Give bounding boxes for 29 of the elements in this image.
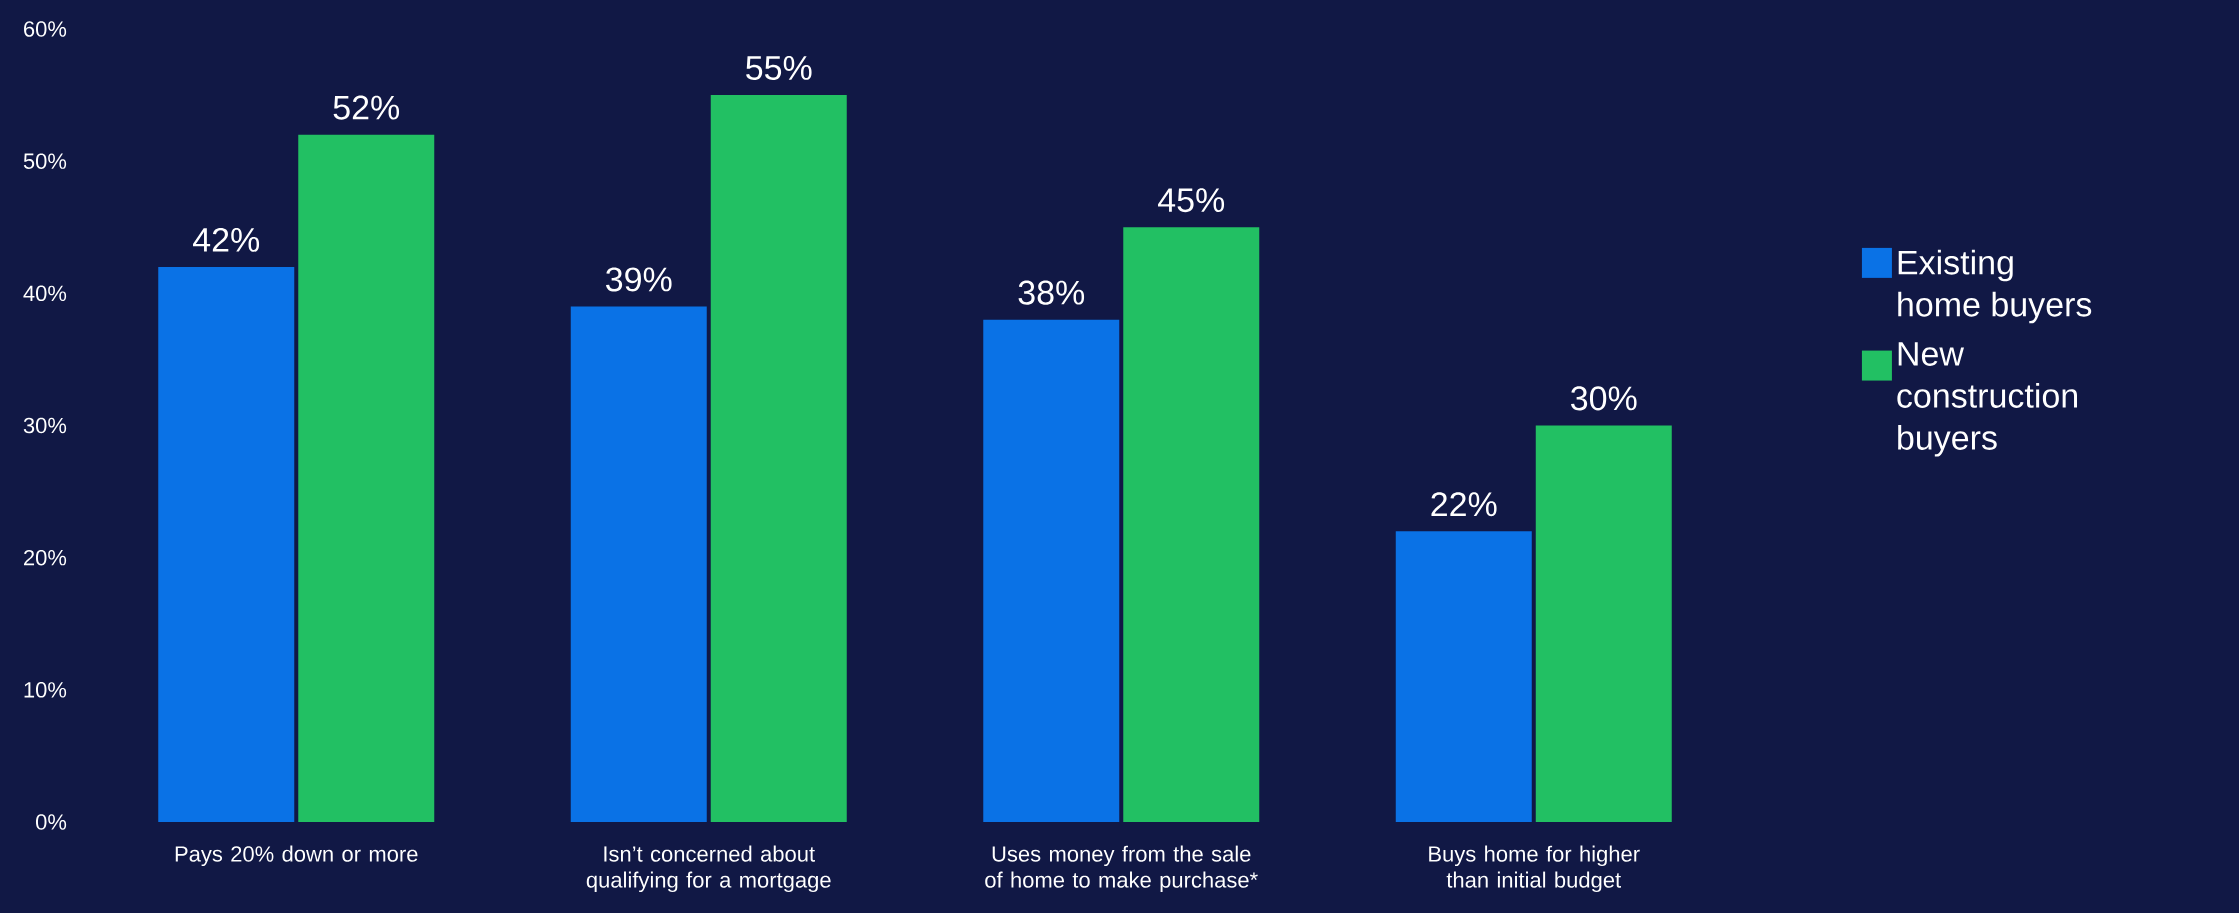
x-tick-label: Buys home for higher than initial budget [1429,845,1640,893]
y-tick-label: 60% [24,21,67,37]
data-label: 22% [1431,492,1497,517]
bar [1395,531,1532,822]
data-label: 52% [333,95,400,120]
data-label: 38% [1018,280,1085,305]
bar [1535,425,1672,822]
bar [158,266,295,822]
data-label: 39% [606,267,672,292]
data-label: 42% [193,227,260,252]
bar [710,95,847,822]
bar [298,134,435,822]
data-label: 55% [746,56,812,81]
x-tick-label: Pays 20% down or more [175,845,418,867]
data-label: 30% [1571,386,1637,411]
bar [570,306,707,822]
y-tick-label: 10% [24,682,67,698]
bar [983,319,1120,822]
y-tick-label: 20% [24,549,67,566]
y-tick-label: 50% [23,153,67,169]
y-tick-label: 40% [23,285,67,302]
x-tick-label: Uses money from the sale of home to make purchase* [985,845,1258,893]
bar [1123,227,1260,822]
y-tick-label: 0% [35,814,67,830]
y-tick-label: 30% [23,417,67,434]
x-tick-label: Isn’t concerned about qualifying for a mortgage [586,845,831,893]
data-label: 45% [1158,188,1225,213]
legend-label: Existing home buyers [1898,249,2092,324]
legend-label: New construction buyers [1897,342,2077,457]
